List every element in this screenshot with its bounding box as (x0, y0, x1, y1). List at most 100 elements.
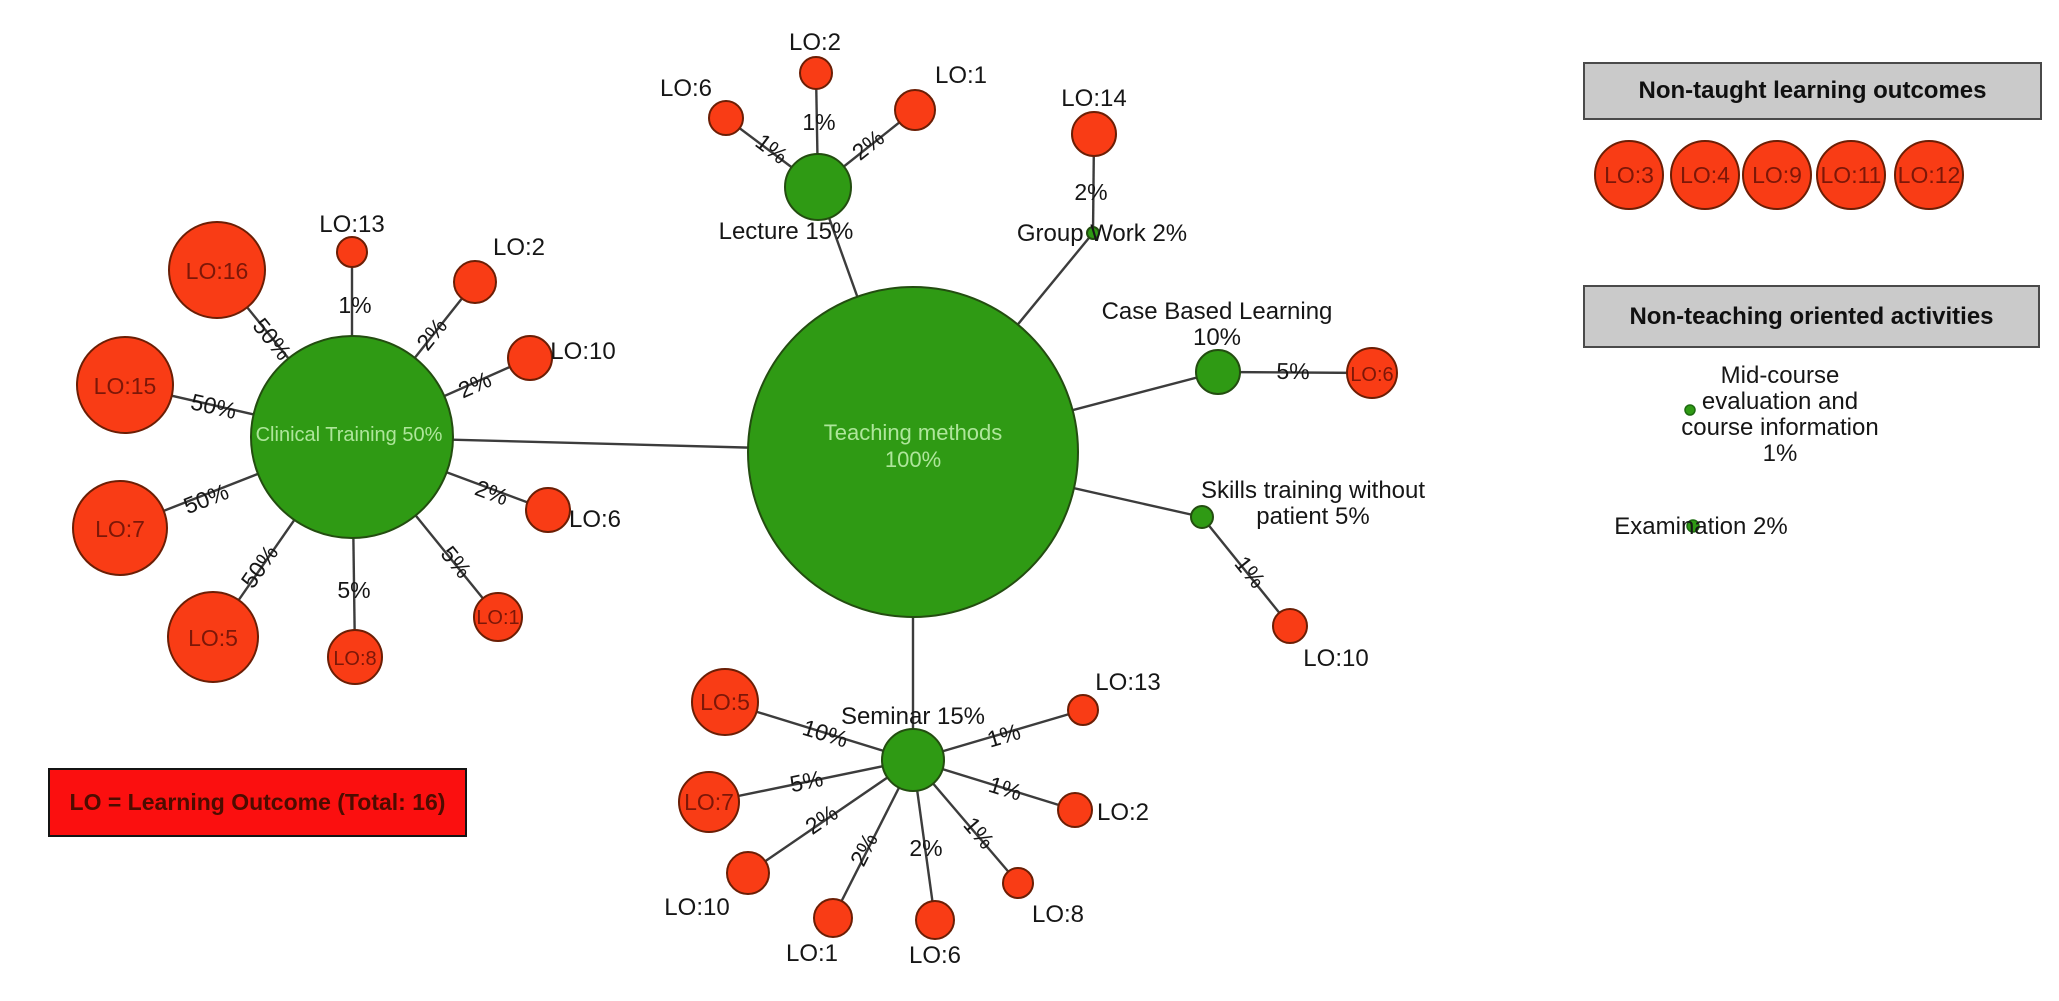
node-se1 (813, 898, 853, 938)
edge-skills-s10 (1201, 516, 1291, 627)
node-label-se5: LO:5 (700, 689, 750, 715)
edge-label-lecture-l2: 1% (802, 109, 835, 135)
edge-label-seminar-se1: 2% (845, 829, 883, 870)
node-label-l6: LO:6 (660, 75, 712, 102)
node-label-teaching: Teaching methods (824, 420, 1003, 445)
node-label-n9: LO:9 (1752, 162, 1802, 188)
node-se13 (1067, 694, 1099, 726)
node-seminar (881, 728, 945, 792)
node-n12 (1894, 140, 1964, 210)
node-l2 (799, 56, 833, 90)
node-skills (1190, 505, 1214, 529)
node-cb6 (1346, 347, 1398, 399)
node-groupwork (1086, 226, 1100, 240)
node-label-l1: LO:1 (935, 62, 987, 89)
node-label-midcourse: Mid-course (1721, 362, 1840, 389)
edge-label-seminar-se8: 1% (958, 812, 999, 854)
edge-seminar-se7 (708, 758, 914, 804)
node-c15 (76, 336, 174, 434)
node-label-n11: LO:11 (1821, 162, 1882, 188)
node-c10 (507, 335, 553, 381)
node-label-c13: LO:13 (319, 211, 384, 238)
node-label-c8: LO:8 (333, 648, 376, 670)
edge-seminar-se10 (747, 759, 914, 874)
node-label-se7: LO:7 (684, 789, 734, 815)
node-se10 (726, 851, 770, 895)
edge-label-clinical-c7: 50% (180, 478, 232, 519)
edge-label-clinical-c10: 2% (454, 366, 495, 403)
node-se2 (1057, 792, 1093, 828)
node-label-se6: LO:6 (909, 942, 961, 969)
node-label-c1: LO:1 (476, 607, 519, 629)
node-label-midcourse: course information (1681, 414, 1878, 441)
node-label-cb6: LO:6 (1350, 364, 1393, 386)
edge-label-seminar-se13: 1% (984, 718, 1023, 752)
node-label-se10: LO:10 (664, 894, 729, 921)
node-label-c5: LO:5 (188, 625, 238, 651)
node-l6 (708, 100, 744, 136)
node-n11 (1816, 140, 1886, 210)
node-se8 (1002, 867, 1034, 899)
node-label-g14: LO:14 (1061, 85, 1126, 112)
node-n3 (1594, 140, 1664, 210)
node-label-se2: LO:2 (1097, 799, 1149, 826)
node-label-c15: LO:15 (94, 373, 157, 399)
node-se5 (691, 668, 759, 736)
node-n4 (1670, 140, 1740, 210)
non-taught-header-box: Non-taught learning outcomes (1583, 62, 2042, 120)
non-taught-header-label: Non-taught learning outcomes (1638, 77, 1987, 104)
node-label-seminar: Seminar 15% (841, 703, 985, 730)
node-c5 (167, 591, 259, 683)
node-c8 (327, 629, 383, 685)
node-label-midcourse: 1% (1763, 440, 1798, 467)
node-label-lecture: Lecture 15% (719, 218, 854, 245)
node-label-s10: LO:10 (1303, 645, 1368, 672)
node-label-clinical: Clinical Training 50% (256, 424, 443, 446)
node-lecture (784, 153, 852, 221)
node-exam (1686, 519, 1700, 533)
node-label-exam: Examination 2% (1614, 513, 1787, 540)
node-label-se13: LO:13 (1095, 669, 1160, 696)
node-label-l2: LO:2 (789, 29, 841, 56)
node-label-n4: LO:4 (1680, 162, 1730, 188)
node-label-c7: LO:7 (95, 516, 145, 542)
node-c6 (525, 487, 571, 533)
node-c13 (336, 236, 368, 268)
node-label-c10: LO:10 (550, 338, 615, 365)
node-l1 (894, 89, 936, 131)
edge-label-clinical-c13: 1% (338, 292, 371, 318)
edge-label-seminar-se2: 1% (986, 771, 1025, 806)
non-teaching-header-box: Non-teaching oriented activities (1583, 285, 2040, 348)
edge-label-seminar-se7: 5% (787, 765, 825, 797)
edge-label-casebased-cb6: 5% (1276, 358, 1309, 384)
node-label-casebased: Case Based Learning (1102, 298, 1333, 325)
node-label-casebased: 10% (1193, 324, 1241, 351)
node-label-teaching: 100% (885, 447, 941, 472)
node-c2 (453, 260, 497, 304)
edge-label-seminar-se6: 2% (909, 835, 942, 861)
node-c1 (473, 592, 523, 642)
node-label-c2: LO:2 (493, 234, 545, 261)
node-c16 (168, 221, 266, 319)
node-label-se8: LO:8 (1032, 901, 1084, 928)
node-label-skills: patient 5% (1256, 503, 1369, 530)
node-casebased (1195, 349, 1241, 395)
node-label-skills: Skills training without (1201, 477, 1425, 504)
node-g14 (1071, 111, 1117, 157)
node-se7 (678, 771, 740, 833)
node-label-n12: LO:12 (1898, 162, 1961, 188)
node-se6 (915, 900, 955, 940)
node-label-midcourse: evaluation and (1702, 388, 1858, 415)
node-label-se1: LO:1 (786, 940, 838, 967)
node-clinical (250, 335, 454, 539)
node-n9 (1742, 140, 1812, 210)
node-label-n3: LO:3 (1604, 162, 1654, 188)
edge-label-groupwork-g14: 2% (1074, 179, 1107, 205)
lo-legend-label: LO = Learning Outcome (Total: 16) (69, 789, 446, 815)
node-s10 (1272, 608, 1308, 644)
lo-legend-box: LO = Learning Outcome (Total: 16) (48, 768, 467, 837)
node-c7 (72, 480, 168, 576)
edge-label-clinical-c15: 50% (188, 388, 239, 424)
